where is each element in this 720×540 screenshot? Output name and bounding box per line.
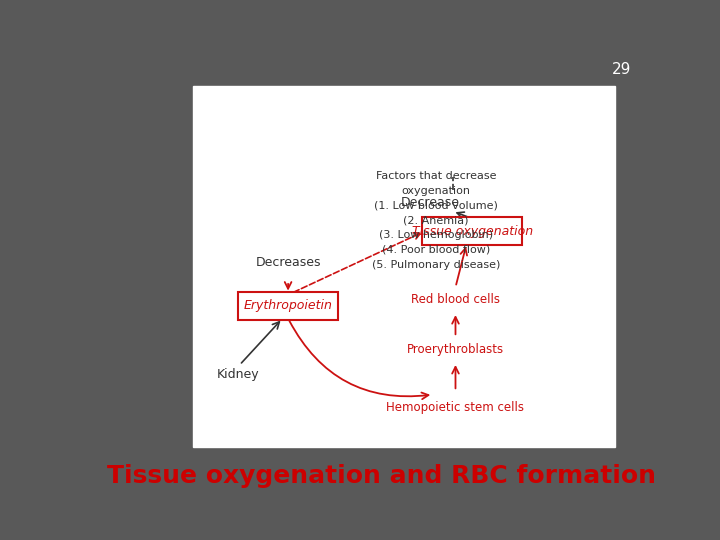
Text: Red blood cells: Red blood cells xyxy=(411,293,500,306)
Text: Decrease: Decrease xyxy=(401,195,460,208)
Text: Tissue oxygenation: Tissue oxygenation xyxy=(412,225,533,238)
Text: Hemopoietic stem cells: Hemopoietic stem cells xyxy=(387,401,524,414)
Text: Proerythroblasts: Proerythroblasts xyxy=(407,343,504,356)
Text: Kidney: Kidney xyxy=(217,368,259,381)
FancyBboxPatch shape xyxy=(422,217,523,245)
Text: Decreases: Decreases xyxy=(256,256,321,269)
Text: Erythropoietin: Erythropoietin xyxy=(243,300,333,313)
Text: 29: 29 xyxy=(612,62,631,77)
FancyBboxPatch shape xyxy=(238,292,338,320)
FancyBboxPatch shape xyxy=(193,85,615,447)
Text: Factors that decrease
oxygenation
(1. Low blood volume)
(2. Anemia)
(3. Low hemo: Factors that decrease oxygenation (1. Lo… xyxy=(372,171,500,269)
Text: Tissue oxygenation and RBC formation: Tissue oxygenation and RBC formation xyxy=(107,464,656,488)
